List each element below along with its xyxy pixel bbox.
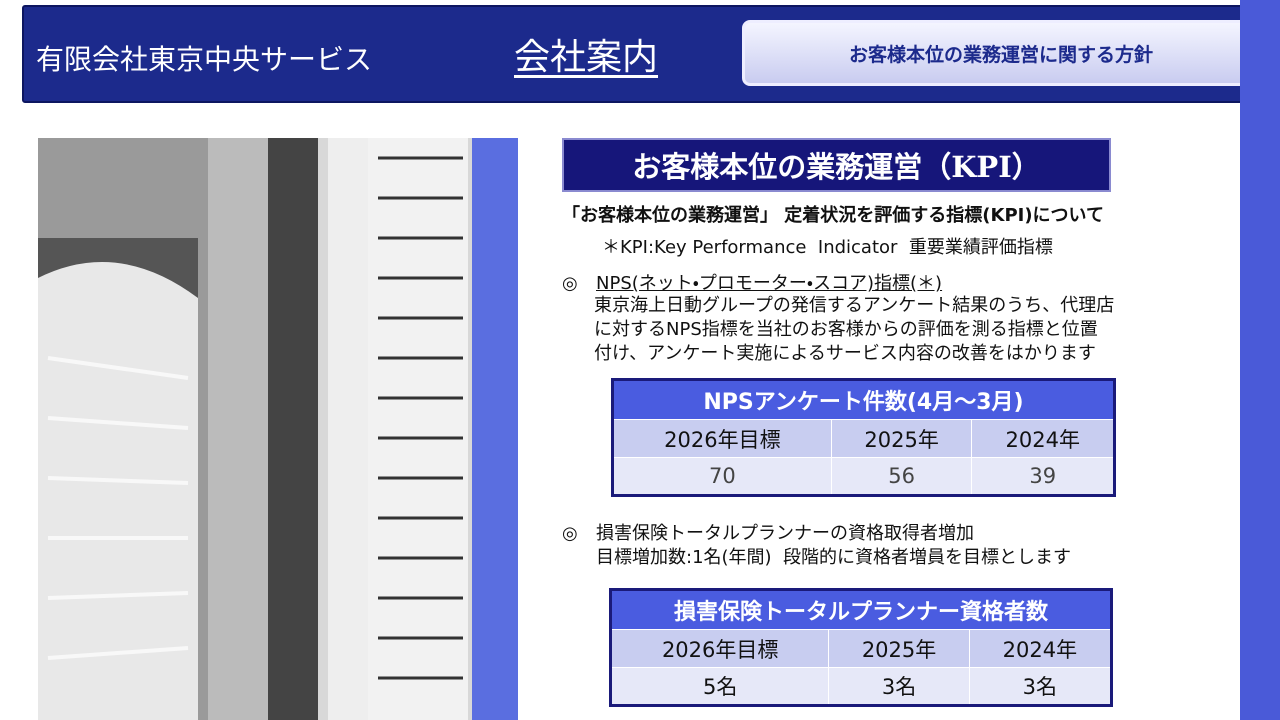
table-cell: 3名	[968, 667, 1113, 706]
building-photo	[38, 138, 518, 720]
table-header: 2025年	[828, 629, 970, 668]
item-heading: NPS(ネット・プロモーター・スコア)指標(＊)	[596, 273, 943, 294]
item-heading: 損害保険トータルプランナーの資格取得者増加	[596, 523, 974, 544]
item-body: 付け、アンケート実施によるサービス内容の改善をはかります	[594, 343, 1096, 364]
table-cell: 56	[830, 457, 973, 496]
table-header: 2024年	[971, 419, 1115, 458]
table-title: 損害保険トータルプランナー資格者数	[610, 589, 1112, 630]
company-name: 有限会社東京中央サービス	[36, 43, 373, 76]
table-cell: 70	[612, 457, 832, 496]
side-stripe	[1240, 0, 1280, 720]
table-header: 2026年目標	[612, 419, 832, 458]
page-title: 会社案内	[514, 37, 659, 78]
table-header: 2026年目標	[609, 629, 830, 668]
policy-button[interactable]: お客様本位の業務運営に関する方針	[742, 20, 1260, 86]
item-body: に対するNPS指標を当社のお客様からの評価を測る指標と位置	[594, 319, 1098, 340]
kpi-table: NPSアンケート件数(4月～3月) 2026年目標 2025年 2024年 70 56…	[611, 378, 1116, 497]
kpi-table: 損害保険トータルプランナー資格者数 2026年目標 2025年 2024年 5名 3名…	[609, 588, 1113, 707]
bullet: ◎	[562, 273, 578, 294]
table-header: 2025年	[830, 419, 973, 458]
table-cell: 3名	[828, 667, 970, 706]
item-body: 目標増加数:1名(年間) 段階的に資格者増員を目標とします	[596, 547, 1072, 568]
item-body: 東京海上日動グループの発信するアンケート結果のうち、代理店	[594, 295, 1115, 316]
intro: 「お客様本位の業務運営」 定着状況を評価する指標(KPI)について	[562, 205, 1105, 226]
kpi-note: ＊KPI:Key Performance Indicator 重要業績評価指標	[602, 237, 1053, 258]
section-title: お客様本位の業務運営（KPI）	[562, 138, 1111, 192]
table-title: NPSアンケート件数(4月～3月)	[612, 379, 1115, 420]
table-cell: 39	[971, 457, 1115, 496]
table-header: 2024年	[968, 629, 1113, 668]
table-cell: 5名	[609, 667, 830, 706]
bullet: ◎	[562, 523, 578, 544]
